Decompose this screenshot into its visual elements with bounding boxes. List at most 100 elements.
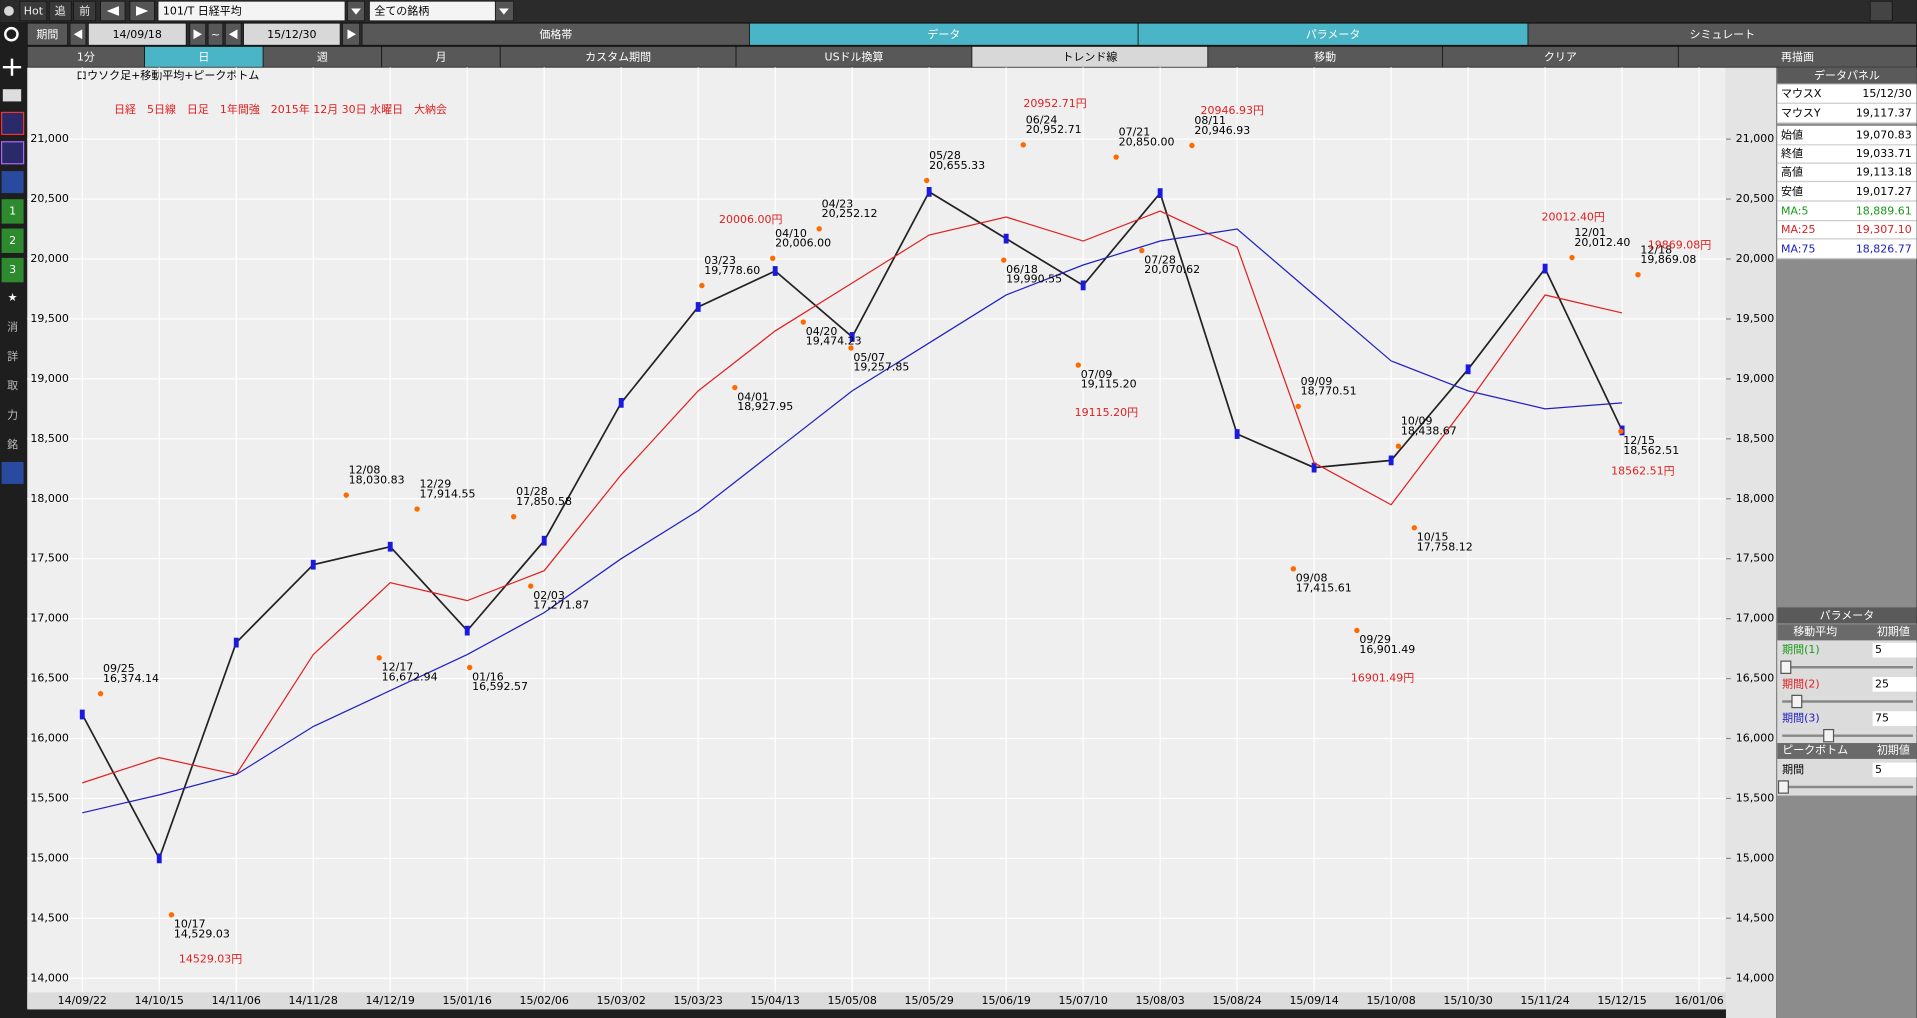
chart-icon[interactable] <box>0 111 25 136</box>
peak-date: 06/24 <box>1026 113 1058 126</box>
sidebar-button[interactable] <box>1 199 24 224</box>
panel-title: パラメータ <box>1820 609 1875 622</box>
peak-dot <box>1020 142 1026 148</box>
peak-dot <box>1635 272 1641 278</box>
peak-date: 04/10 <box>775 227 807 240</box>
to-date-label: 15/12/30 <box>267 28 316 41</box>
peak-dot <box>1075 362 1081 368</box>
y-tick-label: 16,500 <box>30 672 68 685</box>
param-name: 期間 <box>1782 763 1804 776</box>
sidebar-button[interactable] <box>1 257 24 283</box>
peak-date: 10/17 <box>174 918 206 931</box>
peak-value: 20,070.62 <box>1144 263 1200 276</box>
param-input[interactable] <box>1872 711 1917 726</box>
peak-value: 20,850.00 <box>1119 135 1175 148</box>
y-tick-label: 15,000 <box>30 851 68 864</box>
peak-dot <box>376 655 382 661</box>
search-icon[interactable] <box>4 26 19 42</box>
toolbar-button[interactable] <box>19 0 48 22</box>
slider-thumb[interactable] <box>1777 780 1789 794</box>
sidebar-label: 詳 <box>7 349 18 363</box>
window-button[interactable] <box>1869 0 1893 22</box>
close-marker <box>310 559 316 570</box>
peak-dot <box>466 664 473 671</box>
peak-date: 12/18 <box>1640 243 1672 256</box>
peak-date: 06/18 <box>1006 263 1038 276</box>
sidebar-label: 1 <box>9 204 16 217</box>
toolbar-button[interactable] <box>73 0 97 22</box>
tab-label: データ <box>927 27 960 41</box>
peak-value: 17,271.87 <box>533 599 589 612</box>
tilde[interactable] <box>207 22 224 46</box>
flag-icon[interactable] <box>1 171 24 194</box>
y-tick-label: 20,500 <box>30 192 68 205</box>
sidebar-button[interactable] <box>1 228 24 253</box>
peak-value: 19,257.85 <box>853 361 909 374</box>
param-value: 25 <box>1875 677 1889 690</box>
toolbar-button[interactable] <box>48 0 72 22</box>
panel-key: MA:75 <box>1781 242 1815 255</box>
settings-icon[interactable] <box>1 461 24 484</box>
y-tick-label: 17,000 <box>30 612 68 625</box>
peak-dot <box>1618 428 1624 435</box>
slider-thumb[interactable] <box>1791 694 1803 709</box>
series-line <box>82 228 1623 814</box>
peak-date: 07/28 <box>1144 253 1176 266</box>
camera-icon[interactable] <box>2 89 22 102</box>
param-input[interactable] <box>1872 762 1917 778</box>
chart-icon[interactable] <box>0 141 25 165</box>
arrow <box>106 6 119 16</box>
peak-value: 17,415.61 <box>1296 581 1352 594</box>
y-tick-label: 15,500 <box>30 791 68 804</box>
to-date[interactable] <box>243 22 341 46</box>
x-tick-label: 15/03/02 <box>597 994 646 1007</box>
peak-dot <box>816 226 822 232</box>
x-tick-label: 15/05/29 <box>904 994 953 1007</box>
section-title: ピークボトム <box>1782 743 1848 756</box>
arrow <box>136 6 149 16</box>
peak-dot <box>1354 627 1360 634</box>
param-input[interactable] <box>1872 642 1917 658</box>
y-tick-label: 20,000 <box>30 252 68 265</box>
peak-value: 20,655.33 <box>929 159 985 172</box>
mode-button-label: 再描画 <box>1781 49 1814 63</box>
symbol-box[interactable] <box>157 0 346 22</box>
peak-date: 12/01 <box>1574 226 1606 239</box>
peak-dot <box>1290 566 1297 572</box>
param-value: 5 <box>1875 763 1882 776</box>
panel-value: 19,017.27 <box>1856 185 1912 198</box>
param-input[interactable] <box>1872 677 1917 692</box>
peak-dot <box>699 282 705 289</box>
peak-date: 12/17 <box>382 661 414 674</box>
x-tick-label: 14/11/06 <box>212 994 261 1007</box>
panel-key: MA:5 <box>1781 204 1809 217</box>
panel-value: 19,070.83 <box>1856 129 1912 142</box>
star-icon[interactable]: ★ <box>8 291 18 304</box>
slider-thumb[interactable] <box>1823 728 1835 743</box>
close-marker <box>618 397 624 408</box>
param-name: 期間(2) <box>1782 677 1820 690</box>
y-tick-label: 20,500 <box>1736 192 1774 205</box>
period-button[interactable] <box>26 22 68 46</box>
y-tick-label: 17,500 <box>1736 552 1774 565</box>
peak-date: 01/28 <box>516 485 548 498</box>
peak-date: 09/08 <box>1296 572 1328 585</box>
panel-title: データパネル <box>1814 68 1880 82</box>
toolbar-button-label: 追 <box>55 4 66 18</box>
from-date[interactable] <box>88 22 187 46</box>
mode-button-label: 1分 <box>77 50 95 63</box>
sidebar-label: 消 <box>7 320 18 334</box>
plus-icon[interactable] <box>2 58 22 76</box>
slider-thumb[interactable] <box>1780 660 1792 674</box>
peak-value: 19,474.23 <box>806 335 862 348</box>
panel-key: マウスY <box>1781 107 1821 120</box>
close-marker <box>849 332 855 342</box>
mode-button-label: カスタム期間 <box>585 50 651 63</box>
y-tick-label: 16,000 <box>1736 732 1774 745</box>
chart-subtitle: ロウソク足+移動平均+ピークボトム <box>76 68 259 82</box>
section-title: 移動平均 <box>1793 624 1837 638</box>
panel-value: 19,033.71 <box>1856 147 1912 160</box>
tab-label: シミュレート <box>1689 28 1755 41</box>
mode-button-label: クリア <box>1544 50 1577 63</box>
y-tick-label: 14,500 <box>1736 911 1774 924</box>
